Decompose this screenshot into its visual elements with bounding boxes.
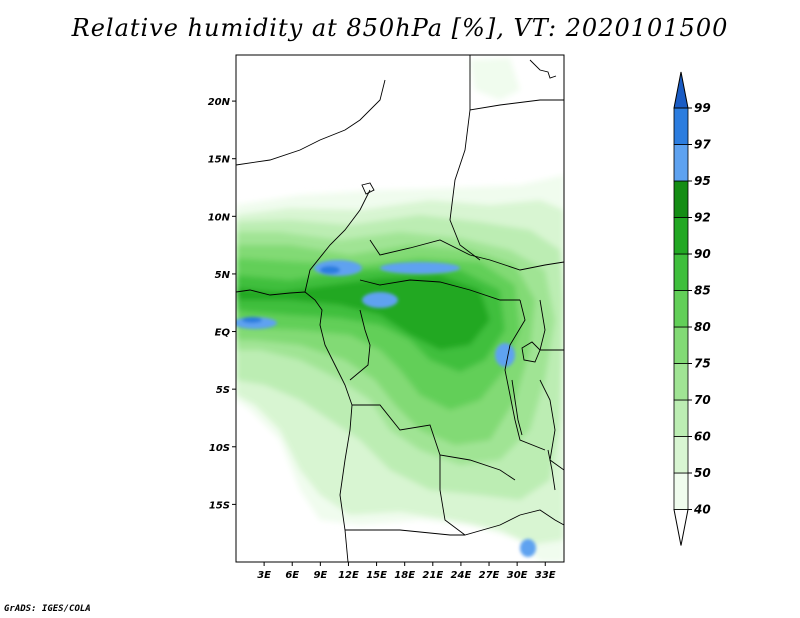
colorbar-arrow-high [673, 71, 689, 109]
colorbar-segment [673, 436, 689, 474]
lat-tick-label: 15N [208, 155, 231, 166]
lake-victoria [521, 341, 541, 363]
boundaries [236, 55, 564, 562]
rh-97-patch-west [242, 317, 262, 323]
border-libya-sudan [469, 55, 564, 111]
saturated-patches [236, 260, 536, 557]
colorbar-label: 80 [694, 320, 711, 334]
lon-tick-label: 12E [338, 570, 359, 581]
lon-tick-label: 24E [451, 570, 472, 581]
lon-tick-label: 21E [422, 570, 443, 581]
colorbar-segment [673, 472, 689, 510]
border-niger-chad [236, 79, 386, 166]
colorbar-label: 92 [694, 211, 711, 225]
border-drc-east [504, 299, 546, 451]
lat-tick-label: 10S [209, 443, 230, 454]
colorbar-segment [673, 290, 689, 328]
humidity-field [236, 58, 564, 562]
lon-tick-label: 6E [285, 570, 299, 581]
lon-tick-label: 15E [366, 570, 387, 581]
border-mozambique [519, 509, 564, 526]
rh-95-patch-south [520, 539, 536, 557]
rh-95-patch-lakes [495, 343, 515, 367]
coastline-west-africa [236, 289, 353, 562]
colorbar: 40 50 60 70 75 80 85 90 92 95 97 99 [673, 71, 711, 546]
border-car-north [369, 239, 491, 261]
border-car-south [359, 279, 520, 301]
colorbar-label: 75 [694, 357, 711, 371]
colorbar-label: 97 [694, 138, 711, 152]
longitude-axis: 3E 6E 9E 12E 15E 18E 21E 24E 27E 30E 33E [257, 562, 556, 581]
colorbar-label: 40 [693, 503, 711, 517]
colorbar-segment [673, 144, 689, 182]
colorbar-segment [673, 107, 689, 145]
border-chad-sudan [449, 109, 481, 261]
rh-95-patch-congo [362, 292, 398, 308]
lon-tick-label: 18E [394, 570, 415, 581]
lake-malawi [547, 449, 556, 491]
colorbar-segment [673, 326, 689, 364]
colorbar-segment [673, 399, 689, 437]
colorbar-label: 60 [694, 430, 711, 444]
lon-tick-label: 3E [257, 570, 271, 581]
map-panel [236, 55, 564, 562]
lake-chad [361, 182, 375, 195]
map-title: Relative humidity at 850hPa [%], VT: 202… [71, 14, 729, 42]
colorbar-segment [673, 363, 689, 401]
border-drc-angola [352, 404, 516, 481]
rh-97-patch-gabon [320, 266, 340, 274]
lat-tick-label: 10N [208, 212, 231, 223]
lat-tick-label: EQ [215, 328, 231, 339]
colorbar-segment [673, 180, 689, 218]
lake-tanganyika [511, 379, 523, 436]
gulf-red-sea-coast [529, 59, 557, 79]
lat-tick-label: 15S [209, 500, 230, 511]
colorbar-arrow-low [673, 509, 689, 546]
lon-tick-label: 30E [507, 570, 528, 581]
rh-95-patch-car [380, 262, 460, 274]
border-tanzania [539, 379, 564, 471]
colorbar-segment [673, 253, 689, 291]
colorbar-label: 95 [694, 174, 711, 188]
colorbar-label: 70 [694, 393, 711, 407]
lat-tick-label: 5S [216, 385, 230, 396]
border-angola-zambia [439, 455, 521, 536]
lat-tick-label: 5N [215, 270, 231, 281]
colorbar-label: 50 [694, 466, 711, 480]
border-congo-drc [349, 309, 371, 381]
border-sudan-south [489, 259, 564, 271]
border-uganda-kenya [539, 299, 564, 351]
lat-tick-label: 20N [208, 97, 231, 108]
colorbar-label: 85 [694, 284, 711, 298]
grads-credit: GrADS: IGES/COLA [4, 604, 91, 614]
colorbar-label: 90 [694, 247, 711, 261]
colorbar-label: 99 [694, 101, 711, 115]
colorbar-segment [673, 217, 689, 255]
border-nigeria-cameroon [304, 189, 371, 293]
lon-tick-label: 33E [535, 570, 556, 581]
lon-tick-label: 9E [313, 570, 327, 581]
rh-90-region [236, 275, 490, 350]
rh-40-north [470, 58, 520, 100]
map-frame [235, 54, 565, 563]
border-namibia [345, 529, 465, 536]
latitude-axis: 20N 15N 10N 5N EQ 5S 10S 15S [208, 97, 236, 511]
lon-tick-label: 27E [479, 570, 500, 581]
